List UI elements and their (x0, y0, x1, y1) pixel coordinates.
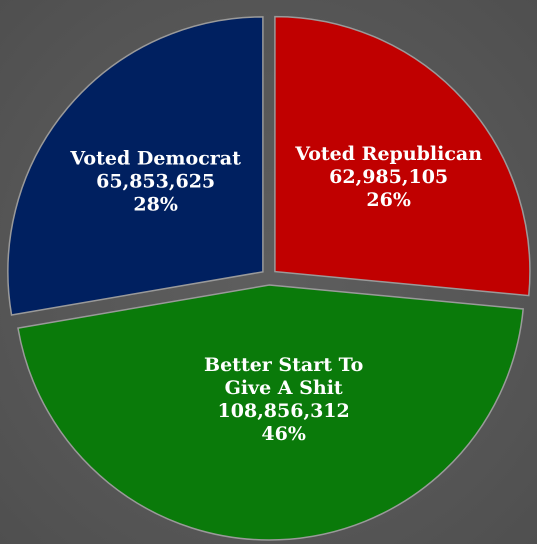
slice-percent: 28% (133, 193, 178, 215)
slice-name-line: Give A Shit (225, 377, 343, 399)
slice-value: 62,985,105 (329, 166, 448, 188)
slice-republican (274, 15, 531, 297)
slice-percent: 26% (366, 189, 411, 211)
slice-name-line: Voted Democrat (69, 147, 241, 169)
label-democrat: Voted Democrat 65,853,625 28% (69, 147, 241, 215)
label-better-start: Better Start To Give A Shit 108,856,312 46% (204, 354, 363, 445)
slice-name-line: Better Start To (204, 354, 363, 376)
slice-democrat (7, 16, 264, 316)
slice-percent: 46% (261, 423, 306, 445)
slice-value: 65,853,625 (96, 170, 215, 192)
label-republican: Voted Republican 62,985,105 26% (294, 143, 482, 211)
slice-better-start (17, 284, 524, 541)
slice-value: 108,856,312 (218, 400, 350, 422)
slice-name-line: Voted Republican (294, 143, 482, 165)
